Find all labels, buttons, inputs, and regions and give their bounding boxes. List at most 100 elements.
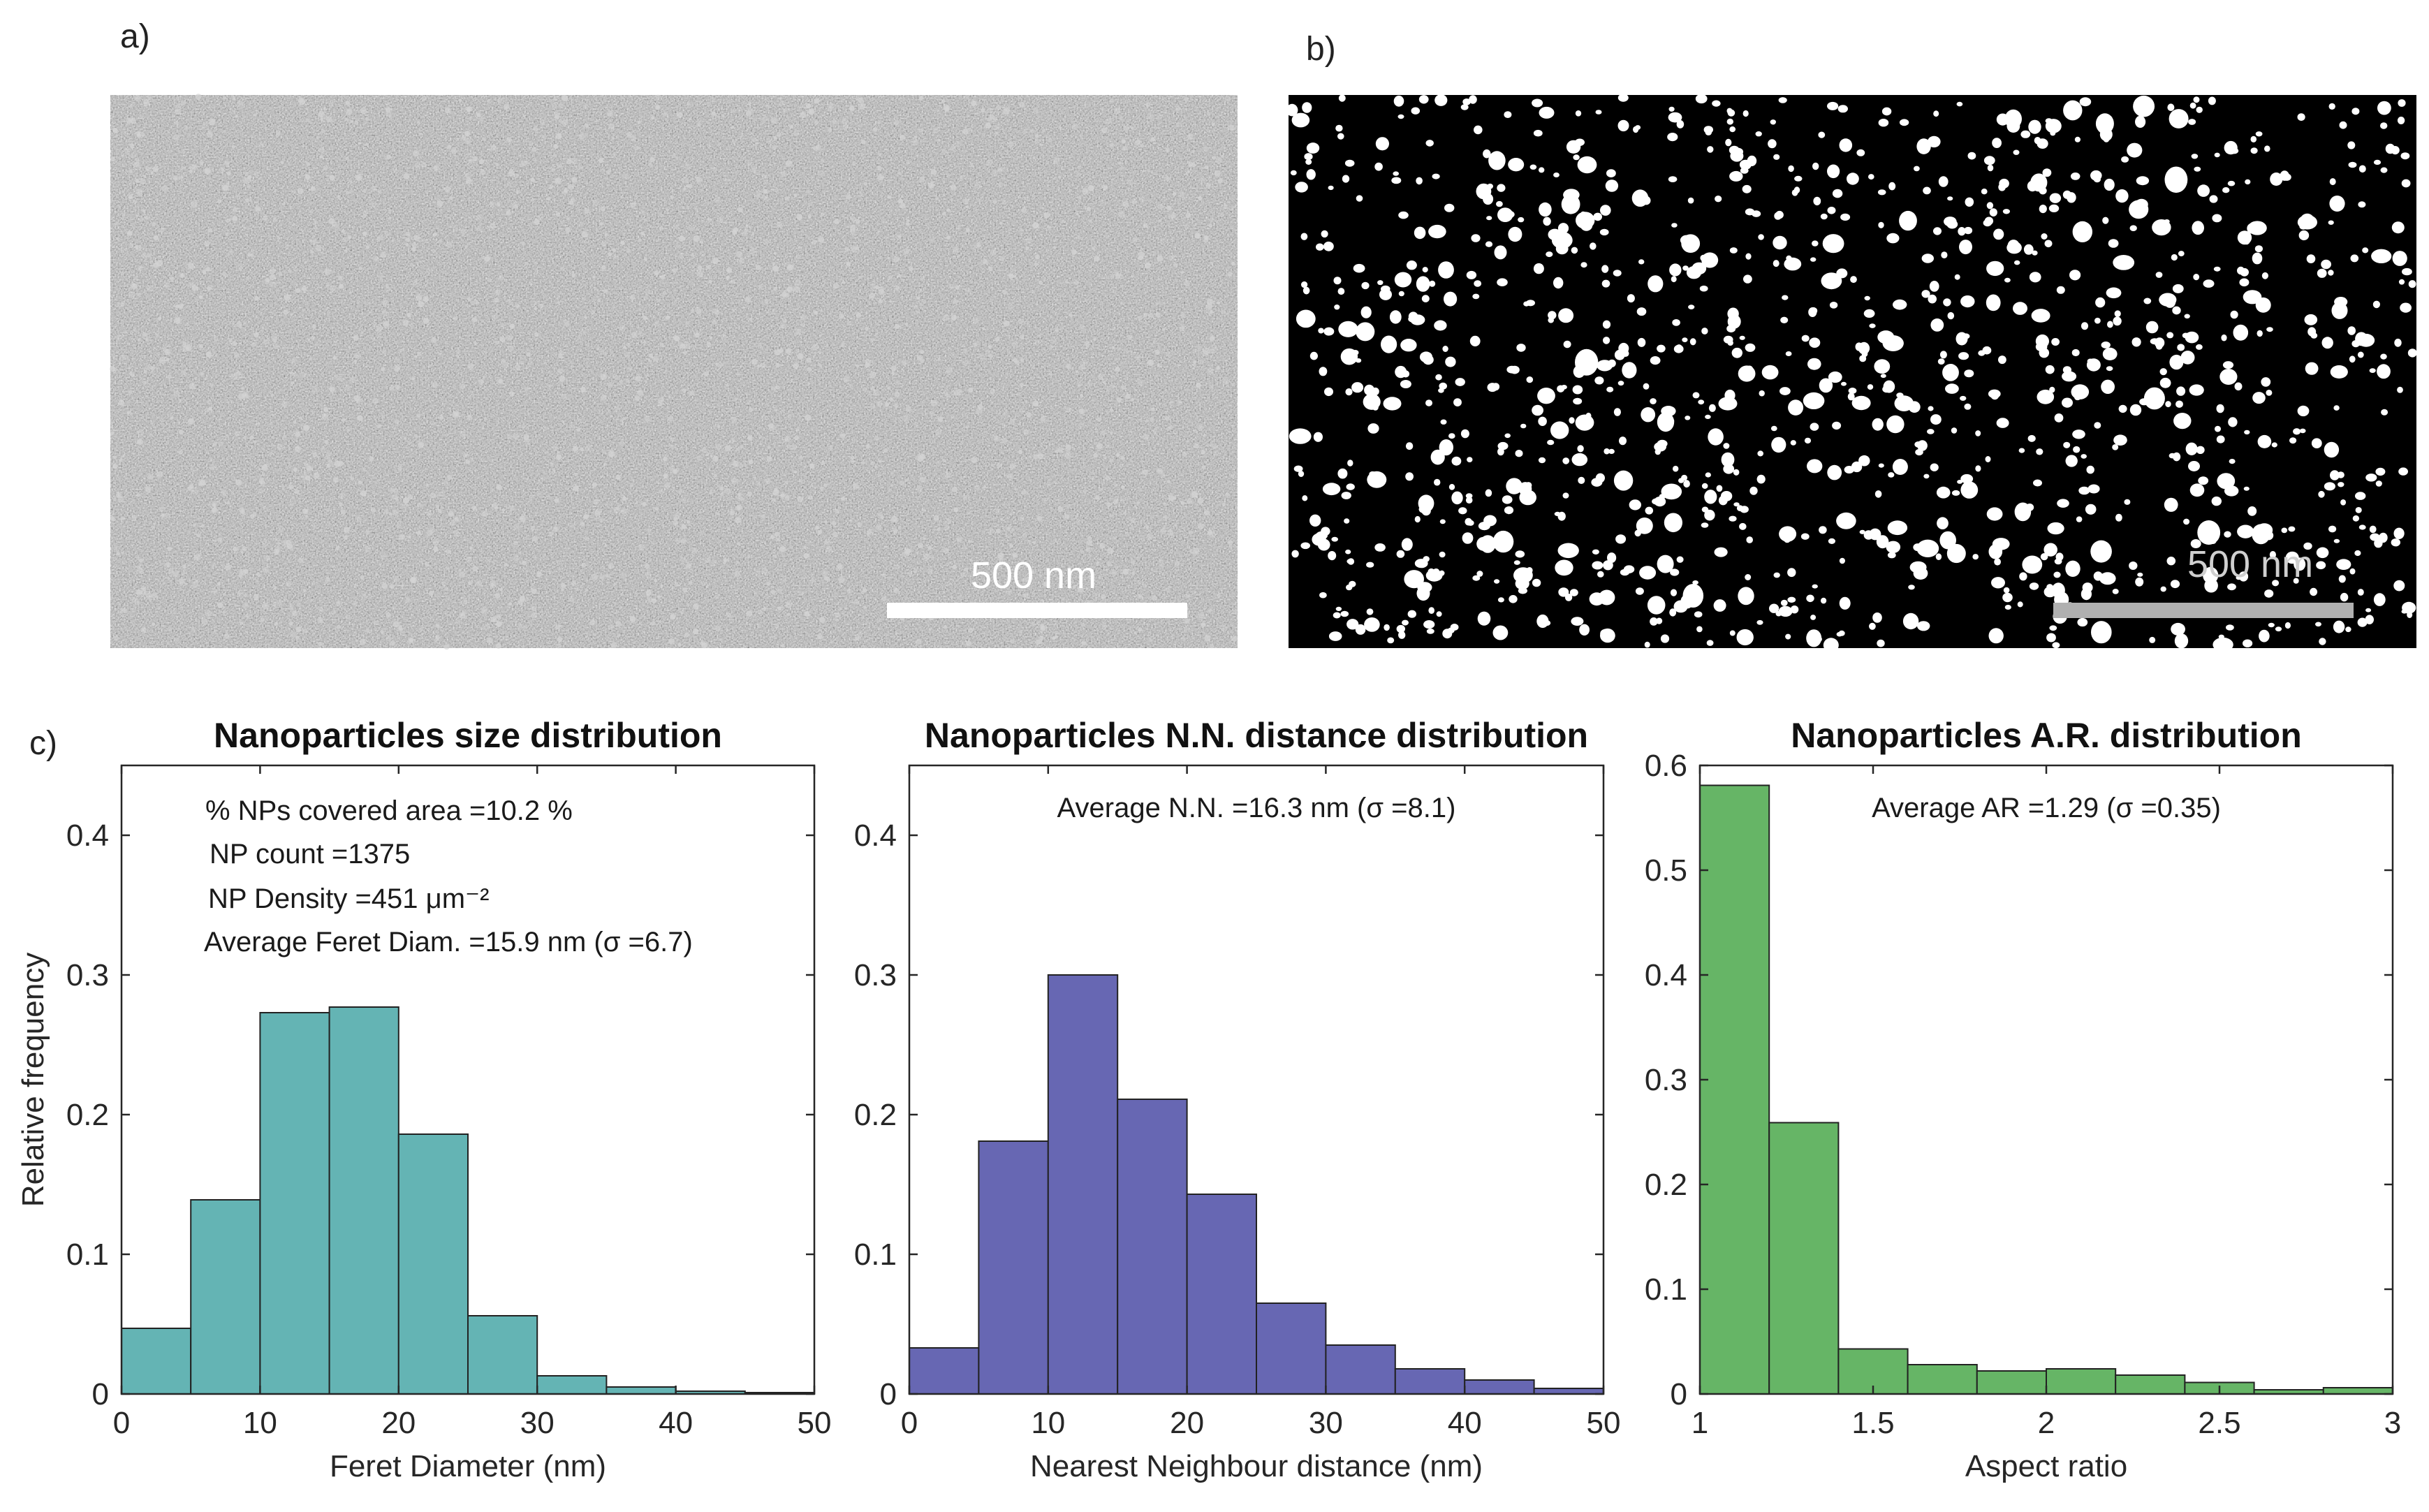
mask-particle bbox=[1745, 253, 1752, 260]
sem-speckle bbox=[119, 355, 126, 361]
sem-speckle bbox=[476, 225, 483, 231]
sem-speckle bbox=[1208, 529, 1212, 532]
sem-speckle bbox=[622, 173, 629, 179]
mask-particle bbox=[1421, 295, 1430, 302]
mask-particle bbox=[1840, 213, 1851, 221]
mask-particle bbox=[2224, 485, 2239, 497]
sem-speckle bbox=[419, 132, 423, 135]
sem-speckle bbox=[646, 596, 653, 603]
sem-speckle bbox=[805, 103, 812, 109]
sem-speckle bbox=[977, 198, 983, 203]
sem-speckle bbox=[453, 225, 459, 232]
sem-speckle bbox=[763, 180, 768, 184]
sem-speckle bbox=[294, 489, 300, 494]
sem-speckle bbox=[365, 550, 367, 553]
sem-speckle bbox=[1148, 637, 1153, 643]
sem-speckle bbox=[696, 308, 702, 314]
mask-particle bbox=[1834, 242, 1842, 248]
mask-particle bbox=[1994, 558, 2002, 566]
sem-speckle bbox=[329, 175, 335, 181]
sem-speckle bbox=[721, 114, 725, 117]
sem-speckle bbox=[976, 242, 981, 248]
mask-particle bbox=[2256, 523, 2273, 537]
y-tick-label: 0.6 bbox=[1645, 749, 1687, 783]
sem-speckle bbox=[449, 196, 453, 200]
sem-speckle bbox=[386, 635, 392, 641]
mask-particle bbox=[1465, 497, 1473, 504]
sem-speckle bbox=[1093, 337, 1096, 341]
sem-speckle bbox=[340, 620, 343, 623]
sem-speckle bbox=[1189, 254, 1192, 257]
sem-speckle bbox=[1184, 626, 1191, 633]
sem-speckle bbox=[550, 167, 556, 173]
mask-particle bbox=[1606, 169, 1616, 178]
sem-speckle bbox=[430, 527, 436, 534]
sem-speckle bbox=[562, 119, 568, 126]
sem-speckle bbox=[191, 164, 197, 170]
sem-speckle bbox=[1200, 360, 1204, 364]
mask-particle bbox=[1887, 552, 1896, 559]
sem-speckle bbox=[1151, 436, 1155, 439]
mask-particle bbox=[1569, 417, 1575, 424]
sem-speckle bbox=[488, 559, 492, 563]
mask-particle bbox=[2208, 571, 2214, 577]
sem-speckle bbox=[358, 480, 362, 485]
sem-speckle bbox=[550, 462, 554, 466]
sem-speckle bbox=[557, 301, 560, 304]
sem-speckle bbox=[131, 596, 138, 603]
sem-speckle bbox=[1147, 121, 1150, 124]
sem-speckle bbox=[1197, 522, 1204, 529]
sem-speckle bbox=[654, 506, 659, 511]
mask-particle bbox=[1636, 307, 1647, 316]
sem-speckle bbox=[992, 200, 997, 205]
sem-speckle bbox=[1140, 418, 1143, 421]
sem-speckle bbox=[490, 201, 494, 207]
sem-speckle bbox=[387, 102, 390, 105]
sem-speckle bbox=[265, 643, 267, 646]
sem-speckle bbox=[379, 563, 381, 566]
sem-speckle bbox=[990, 388, 996, 395]
sem-speckle bbox=[373, 321, 377, 325]
sem-speckle bbox=[1109, 458, 1113, 462]
sem-speckle bbox=[944, 107, 950, 112]
sem-speckle bbox=[811, 275, 814, 278]
sem-speckle bbox=[455, 619, 460, 626]
sem-speckle bbox=[789, 124, 794, 129]
sem-speckle bbox=[542, 555, 545, 558]
sem-speckle bbox=[189, 169, 193, 173]
mask-particle bbox=[1394, 272, 1412, 288]
sem-speckle bbox=[138, 558, 143, 563]
mask-particle bbox=[2243, 486, 2250, 491]
mask-particle bbox=[1654, 442, 1667, 452]
sem-speckle bbox=[492, 502, 499, 508]
mask-particle bbox=[2178, 251, 2185, 257]
sem-speckle bbox=[288, 484, 294, 490]
sem-speckle bbox=[1145, 418, 1150, 423]
sem-speckle bbox=[876, 232, 879, 235]
mask-particle bbox=[1773, 154, 1780, 160]
sem-speckle bbox=[772, 186, 779, 193]
sem-speckle bbox=[385, 284, 389, 288]
mask-particle bbox=[2211, 496, 2222, 506]
sem-speckle bbox=[993, 435, 1000, 442]
sem-speckle bbox=[450, 148, 457, 154]
sem-speckle bbox=[386, 286, 391, 292]
sem-speckle bbox=[240, 621, 242, 624]
mask-particle bbox=[1346, 559, 1353, 564]
mask-particle bbox=[1316, 531, 1328, 540]
mask-particle bbox=[2297, 405, 2310, 417]
sem-speckle bbox=[444, 186, 451, 193]
sem-speckle bbox=[460, 228, 467, 234]
mask-particle bbox=[2381, 409, 2388, 416]
mask-particle bbox=[2212, 214, 2222, 223]
sem-speckle bbox=[482, 511, 489, 518]
sem-speckle bbox=[710, 489, 713, 492]
sem-speckle bbox=[479, 159, 485, 164]
sem-speckle bbox=[953, 390, 959, 396]
sem-speckle bbox=[893, 256, 900, 263]
sem-speckle bbox=[781, 324, 786, 329]
sem-speckle bbox=[775, 487, 779, 492]
sem-speckle bbox=[775, 531, 780, 537]
sem-speckle bbox=[1103, 455, 1107, 459]
mask-particle bbox=[1654, 497, 1666, 507]
